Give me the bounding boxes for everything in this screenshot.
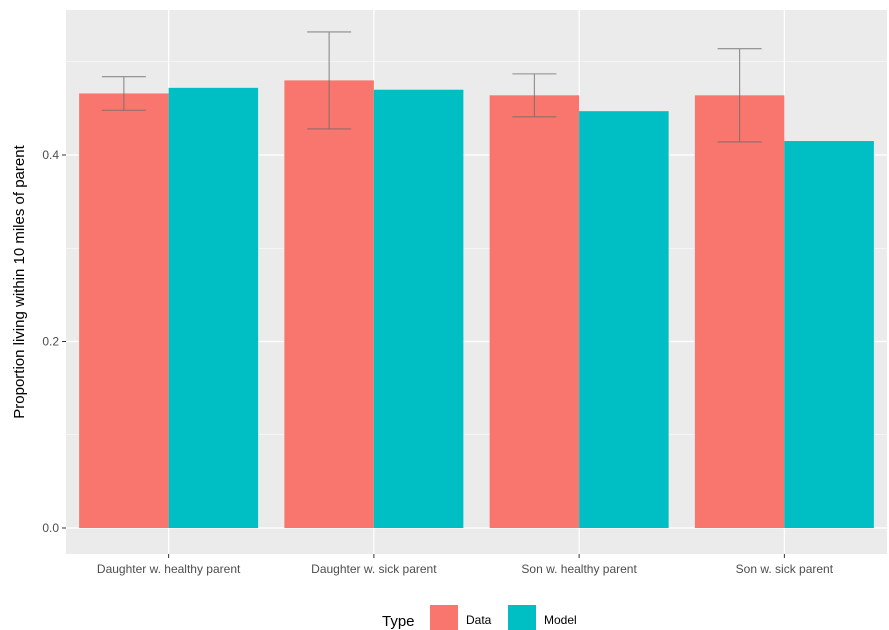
x-tick-label: Son w. sick parent — [736, 562, 834, 576]
bar-data-2 — [490, 95, 580, 528]
bar-data-0 — [79, 93, 169, 528]
legend: Type Data Model — [382, 605, 577, 630]
bar-model-2 — [579, 111, 669, 528]
x-tick-label: Daughter w. sick parent — [311, 562, 437, 576]
x-axis: Daughter w. healthy parent Daughter w. si… — [97, 554, 834, 576]
legend-title: Type — [382, 613, 415, 630]
legend-label-model: Model — [544, 613, 577, 627]
bar-model-0 — [169, 88, 259, 528]
x-tick-label: Son w. healthy parent — [521, 562, 637, 576]
bar-data-1 — [284, 80, 374, 528]
y-axis: 0.0 0.2 0.4 — [42, 148, 66, 535]
y-tick-label: 0.4 — [42, 148, 59, 162]
y-axis-title: Proportion living within 10 miles of par… — [11, 144, 28, 418]
bar-data-3 — [695, 95, 785, 528]
bar-model-3 — [784, 141, 874, 528]
legend-key-model — [508, 605, 536, 630]
x-tick-label: Daughter w. healthy parent — [97, 562, 241, 576]
bar-model-1 — [374, 90, 464, 528]
legend-label-data: Data — [466, 613, 492, 627]
y-tick-label: 0.0 — [42, 521, 59, 535]
legend-key-data — [430, 605, 458, 630]
y-tick-label: 0.2 — [42, 335, 59, 349]
